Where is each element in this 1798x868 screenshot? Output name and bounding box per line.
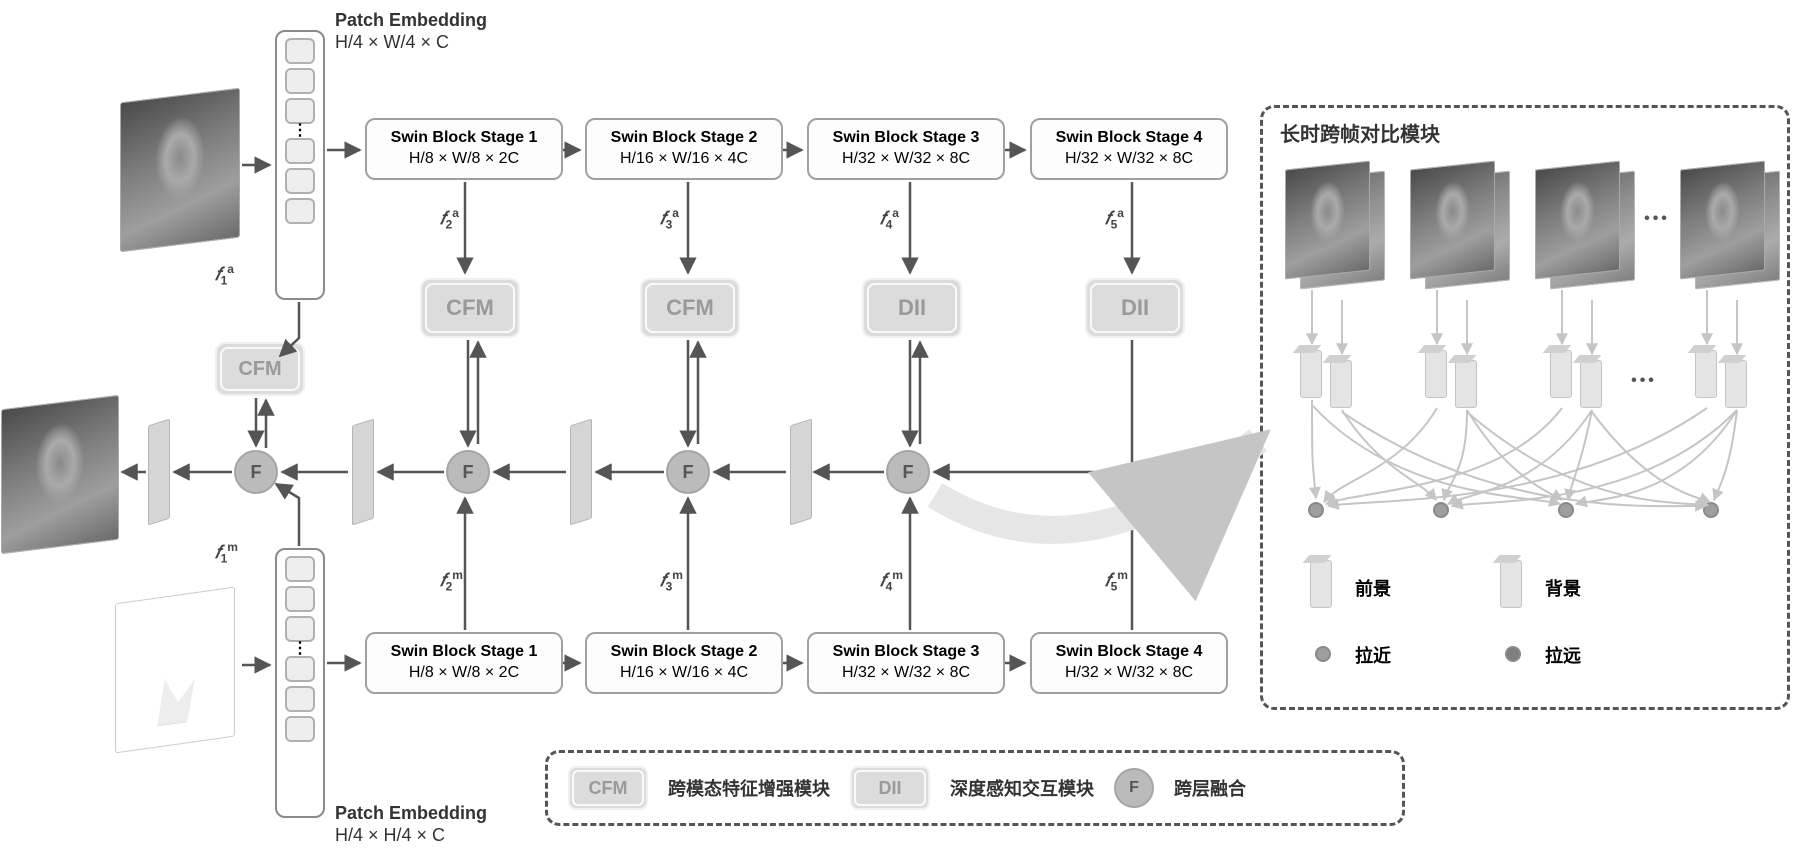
cfm-0: CFM — [215, 342, 305, 396]
swin-bottom-4-dims: H/32 × W/32 × 8C — [1038, 663, 1220, 684]
swin-bottom-1-title: Swin Block Stage 1 — [373, 642, 555, 663]
input-mask-bottom — [115, 587, 235, 754]
label-f3m: 𝑓3m — [660, 568, 683, 594]
mini-img-1 — [1285, 161, 1370, 280]
legend-f-text: 跨层融合 — [1174, 775, 1246, 801]
cfm-1: CFM — [420, 278, 520, 338]
legend-far: 拉远 — [1545, 642, 1581, 668]
dii-2: DII — [1085, 278, 1185, 338]
swin-top-1: Swin Block Stage 1 H/8 × W/8 × 2C — [365, 118, 563, 180]
slab-out — [148, 418, 170, 525]
label-f2a: 𝑓2a — [440, 206, 459, 232]
swin-top-4-title: Swin Block Stage 4 — [1038, 128, 1220, 149]
label-f5m: 𝑓5m — [1105, 568, 1128, 594]
legend-f-node: F — [1114, 768, 1154, 808]
patch-embedding-bottom-title: Patch Embedding — [335, 803, 487, 824]
legend-dii-text: 深度感知交互模块 — [950, 775, 1094, 801]
legend-cube-fg — [1310, 560, 1332, 608]
legend-dii-box: DII — [850, 766, 930, 810]
swin-top-2-title: Swin Block Stage 2 — [593, 128, 775, 149]
swin-bottom-3-dims: H/32 × W/32 × 8C — [815, 663, 997, 684]
output-image — [1, 395, 119, 554]
swin-bottom-1: Swin Block Stage 1 H/8 × W/8 × 2C — [365, 632, 563, 694]
slab-2 — [570, 418, 592, 525]
swin-bottom-2: Swin Block Stage 2 H/16 × W/16 × 4C — [585, 632, 783, 694]
f-node-4: F — [886, 450, 930, 494]
swin-bottom-4-title: Swin Block Stage 4 — [1038, 642, 1220, 663]
cube-3b — [1580, 360, 1602, 408]
label-f3a: 𝑓3a — [660, 206, 679, 232]
legend-dot-close — [1315, 646, 1331, 662]
right-panel-title: 长时跨帧对比模块 — [1280, 118, 1440, 147]
swin-top-3-dims: H/32 × W/32 × 8C — [815, 149, 997, 170]
dii-1: DII — [862, 278, 962, 338]
mini-img-2 — [1410, 161, 1495, 280]
cfm-2: CFM — [640, 278, 740, 338]
swin-bottom-1-dims: H/8 × W/8 × 2C — [373, 663, 555, 684]
f-node-3: F — [666, 450, 710, 494]
cube-4a — [1695, 350, 1717, 398]
patch-embedding-top-dims: H/4 × W/4 × C — [335, 32, 449, 53]
slab-1 — [352, 418, 374, 525]
mini-img-4 — [1680, 161, 1765, 280]
legend-dot-far — [1505, 646, 1521, 662]
patch-embedding-bottom-col: ⋮ — [275, 548, 325, 818]
legend-cfm-box: CFM — [568, 766, 648, 810]
cube-3a — [1550, 350, 1572, 398]
legend-close: 拉近 — [1355, 642, 1391, 668]
label-f5a: 𝑓5a — [1105, 206, 1124, 232]
label-f4m: 𝑓4m — [880, 568, 903, 594]
swin-bottom-3-title: Swin Block Stage 3 — [815, 642, 997, 663]
f-node-1: F — [234, 450, 278, 494]
label-f1a: 𝑓1a — [215, 262, 234, 288]
mini-img-3 — [1535, 161, 1620, 280]
swin-top-2: Swin Block Stage 2 H/16 × W/16 × 4C — [585, 118, 783, 180]
ellipsis-minis: ••• — [1640, 210, 1674, 228]
swin-bottom-2-dims: H/16 × W/16 × 4C — [593, 663, 775, 684]
legend-fg: 前景 — [1355, 575, 1391, 601]
label-f1m: 𝑓1m — [215, 540, 238, 566]
cube-2a — [1425, 350, 1447, 398]
swin-top-2-dims: H/16 × W/16 × 4C — [593, 149, 775, 170]
legend-bg: 背景 — [1545, 575, 1581, 601]
cube-4b — [1725, 360, 1747, 408]
label-f4a: 𝑓4a — [880, 206, 899, 232]
bottom-legend: CFM 跨模态特征增强模块 DII 深度感知交互模块 F 跨层融合 — [545, 750, 1405, 826]
patch-embedding-bottom-dims: H/4 × H/4 × C — [335, 825, 445, 846]
f-node-2: F — [446, 450, 490, 494]
swin-bottom-4: Swin Block Stage 4 H/32 × W/32 × 8C — [1030, 632, 1228, 694]
cube-1a — [1300, 350, 1322, 398]
swin-top-1-dims: H/8 × W/8 × 2C — [373, 149, 555, 170]
swin-top-3: Swin Block Stage 3 H/32 × W/32 × 8C — [807, 118, 1005, 180]
cube-1b — [1330, 360, 1352, 408]
ellipsis-cubes: ••• — [1627, 372, 1661, 390]
dot-3 — [1558, 502, 1574, 518]
dot-1 — [1308, 502, 1324, 518]
patch-embedding-top-title: Patch Embedding — [335, 10, 487, 31]
swin-top-1-title: Swin Block Stage 1 — [373, 128, 555, 149]
cube-2b — [1455, 360, 1477, 408]
label-f2m: 𝑓2m — [440, 568, 463, 594]
swin-bottom-3: Swin Block Stage 3 H/32 × W/32 × 8C — [807, 632, 1005, 694]
patch-embedding-top-col: ⋮ — [275, 30, 325, 300]
legend-cfm-text: 跨模态特征增强模块 — [668, 775, 830, 801]
swin-top-4-dims: H/32 × W/32 × 8C — [1038, 149, 1220, 170]
swin-top-3-title: Swin Block Stage 3 — [815, 128, 997, 149]
swin-bottom-2-title: Swin Block Stage 2 — [593, 642, 775, 663]
input-image-top — [120, 88, 240, 253]
dot-4 — [1703, 502, 1719, 518]
slab-3 — [790, 418, 812, 525]
swin-top-4: Swin Block Stage 4 H/32 × W/32 × 8C — [1030, 118, 1228, 180]
dot-2 — [1433, 502, 1449, 518]
legend-cube-bg — [1500, 560, 1522, 608]
